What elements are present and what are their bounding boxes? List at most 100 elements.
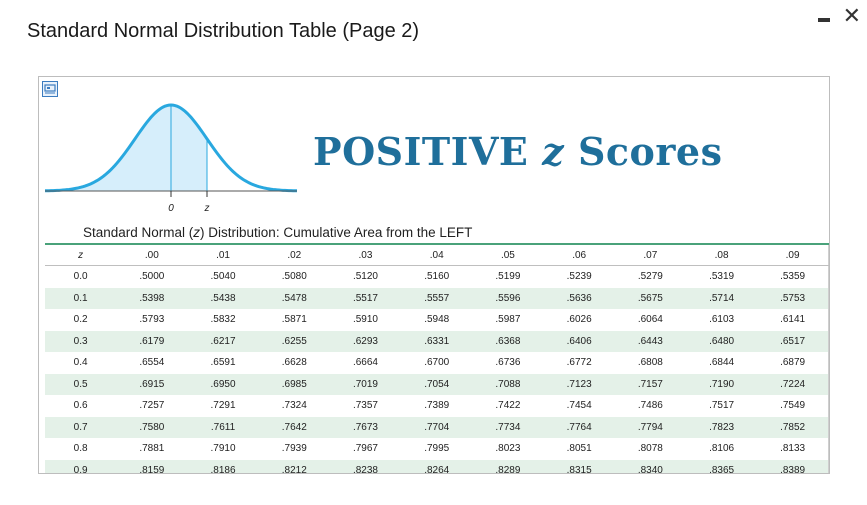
z-value-cell: 0.6: [73, 400, 88, 412]
window-controls: ✕: [817, 3, 861, 28]
table-cell: .6406: [543, 330, 615, 352]
table-cell: .5675: [614, 287, 686, 309]
table-cell: .7357: [352, 400, 378, 412]
header-col: .02: [258, 245, 330, 266]
table-row: 0.0 .5000 .5040 .5080 .5120 .5160 .5199 .5239 .5…: [45, 265, 829, 288]
table-cell: .7734: [472, 416, 544, 438]
table-cell: .7764: [543, 416, 615, 438]
z-value-cell: 0.9: [45, 459, 117, 473]
table-cell: .6591: [210, 357, 236, 369]
headline-prefix: POSITIVE: [313, 129, 543, 174]
table-cell: .5398: [116, 287, 188, 309]
table-cell: .6879: [757, 352, 829, 374]
table-cell: .5478: [258, 287, 330, 309]
table-cell: .8186: [187, 459, 259, 473]
table-cell: .6331: [401, 330, 473, 352]
table-cell: .6772: [566, 357, 592, 369]
shaded-area: [45, 105, 207, 191]
table-cell: .7157: [614, 373, 686, 395]
table-row: 0.8 .7881 .7910 .7939 .7967 .7995 .8023 .8051 .8…: [45, 438, 829, 460]
table-row: 0.2 .5793 .5832 .5871 .5910 .5948 .5987 .6026 .6…: [45, 309, 829, 331]
table-cell: .8159: [116, 459, 188, 473]
table-cell: .6517: [757, 330, 829, 352]
headline-suffix: Scores: [564, 129, 723, 174]
z-value-cell: 0.0: [73, 271, 88, 283]
table-cell: .7019: [329, 373, 402, 395]
table-cell: .8133: [757, 438, 829, 460]
header-col: .00: [116, 245, 188, 266]
table-cell: .6443: [614, 330, 686, 352]
header-col: .07: [614, 245, 686, 266]
header-row: z .00.01.02.03.04.05.06.07.08.09: [45, 245, 829, 266]
table-cell: .5596: [472, 287, 544, 309]
z-value-cell: 0.4: [73, 357, 88, 369]
table-row: 0.6 .7257 .7291 .7324 .7357 .7389 .7422 .7454 .7…: [45, 395, 829, 417]
table-cell: .6217: [187, 330, 259, 352]
subtitle-before: Standard Normal (: [83, 225, 194, 240]
table-cell: .5714: [685, 287, 758, 309]
table-cell: .7939: [281, 443, 307, 455]
table-cell: .5557: [401, 287, 473, 309]
table-cell: .5910: [352, 314, 378, 326]
table-cell: .5636: [543, 287, 615, 309]
table-cell: .5793: [139, 314, 165, 326]
table-cell: .6700: [424, 357, 450, 369]
table-cell: .8051: [566, 443, 592, 455]
table-cell: .8106: [709, 443, 735, 455]
table-cell: .8340: [614, 459, 686, 473]
table-cell: .8212: [258, 459, 330, 473]
z-value-cell: 0.8: [73, 443, 88, 455]
table-cell: .6554: [139, 357, 165, 369]
subtitle-after: ) Distribution: Cumulative Area from the…: [200, 225, 473, 240]
table-cell: .5000: [139, 271, 165, 283]
close-icon[interactable]: ✕: [842, 3, 861, 28]
normal-curve-figure: 0 z: [44, 103, 298, 214]
label-zero: 0: [168, 203, 174, 214]
table-cell: .6179: [116, 330, 188, 352]
table-cell: .8365: [685, 459, 758, 473]
expand-image-icon[interactable]: [42, 81, 58, 97]
headline-z: z: [542, 129, 565, 174]
table-cell: .7224: [757, 373, 829, 395]
table-row: 0.3.6179.6217.6255.6293.6331.6368.6406.6…: [45, 330, 829, 352]
table-cell: .6026: [566, 314, 592, 326]
table-cell: .5199: [495, 271, 521, 283]
table-row: 0.1.5398.5438.5478.5517.5557.5596.5636.5…: [45, 287, 829, 309]
subtitle-z: z: [193, 225, 201, 240]
z-value-cell: 0.1: [45, 287, 117, 309]
table-cell: .7611: [187, 416, 259, 438]
table-cell: .6368: [472, 330, 544, 352]
table-cell: .7580: [116, 416, 188, 438]
table-cell: .5040: [210, 271, 236, 283]
table-cell: .7910: [210, 443, 236, 455]
table-cell: .5080: [281, 271, 307, 283]
table-cell: .8078: [637, 443, 663, 455]
table-cell: .7486: [637, 400, 663, 412]
table-cell: .7257: [139, 400, 165, 412]
label-z: z: [204, 203, 210, 214]
table-cell: .6103: [709, 314, 735, 326]
table-cell: .5517: [329, 287, 402, 309]
header-col: .09: [757, 245, 829, 266]
z-table-wrap: z .00.01.02.03.04.05.06.07.08.09 0.0 .5000…: [45, 243, 829, 473]
table-cell: .6141: [757, 309, 829, 331]
table-cell: .6664: [352, 357, 378, 369]
table-cell: .7324: [281, 400, 307, 412]
table-cell: .6255: [258, 330, 330, 352]
table-row: 0.4 .6554 .6591 .6628 .6664 .6700 .6736 .6772 .6…: [45, 352, 829, 374]
table-cell: .6985: [258, 373, 330, 395]
table-cell: .6808: [637, 357, 663, 369]
table-cell: .6293: [329, 330, 402, 352]
z-value-cell: 0.7: [45, 416, 117, 438]
table-cell: .7852: [757, 416, 829, 438]
table-cell: .6480: [685, 330, 758, 352]
table-cell: .7454: [566, 400, 592, 412]
table-cell: .7422: [495, 400, 521, 412]
table-cell: .5753: [757, 287, 829, 309]
header-col: .01: [187, 245, 259, 266]
table-cell: .5319: [709, 271, 735, 283]
table-cell: .5948: [424, 314, 450, 326]
table-cell: .7642: [258, 416, 330, 438]
minimize-icon[interactable]: [817, 9, 831, 23]
z-value-cell: 0.5: [45, 373, 117, 395]
